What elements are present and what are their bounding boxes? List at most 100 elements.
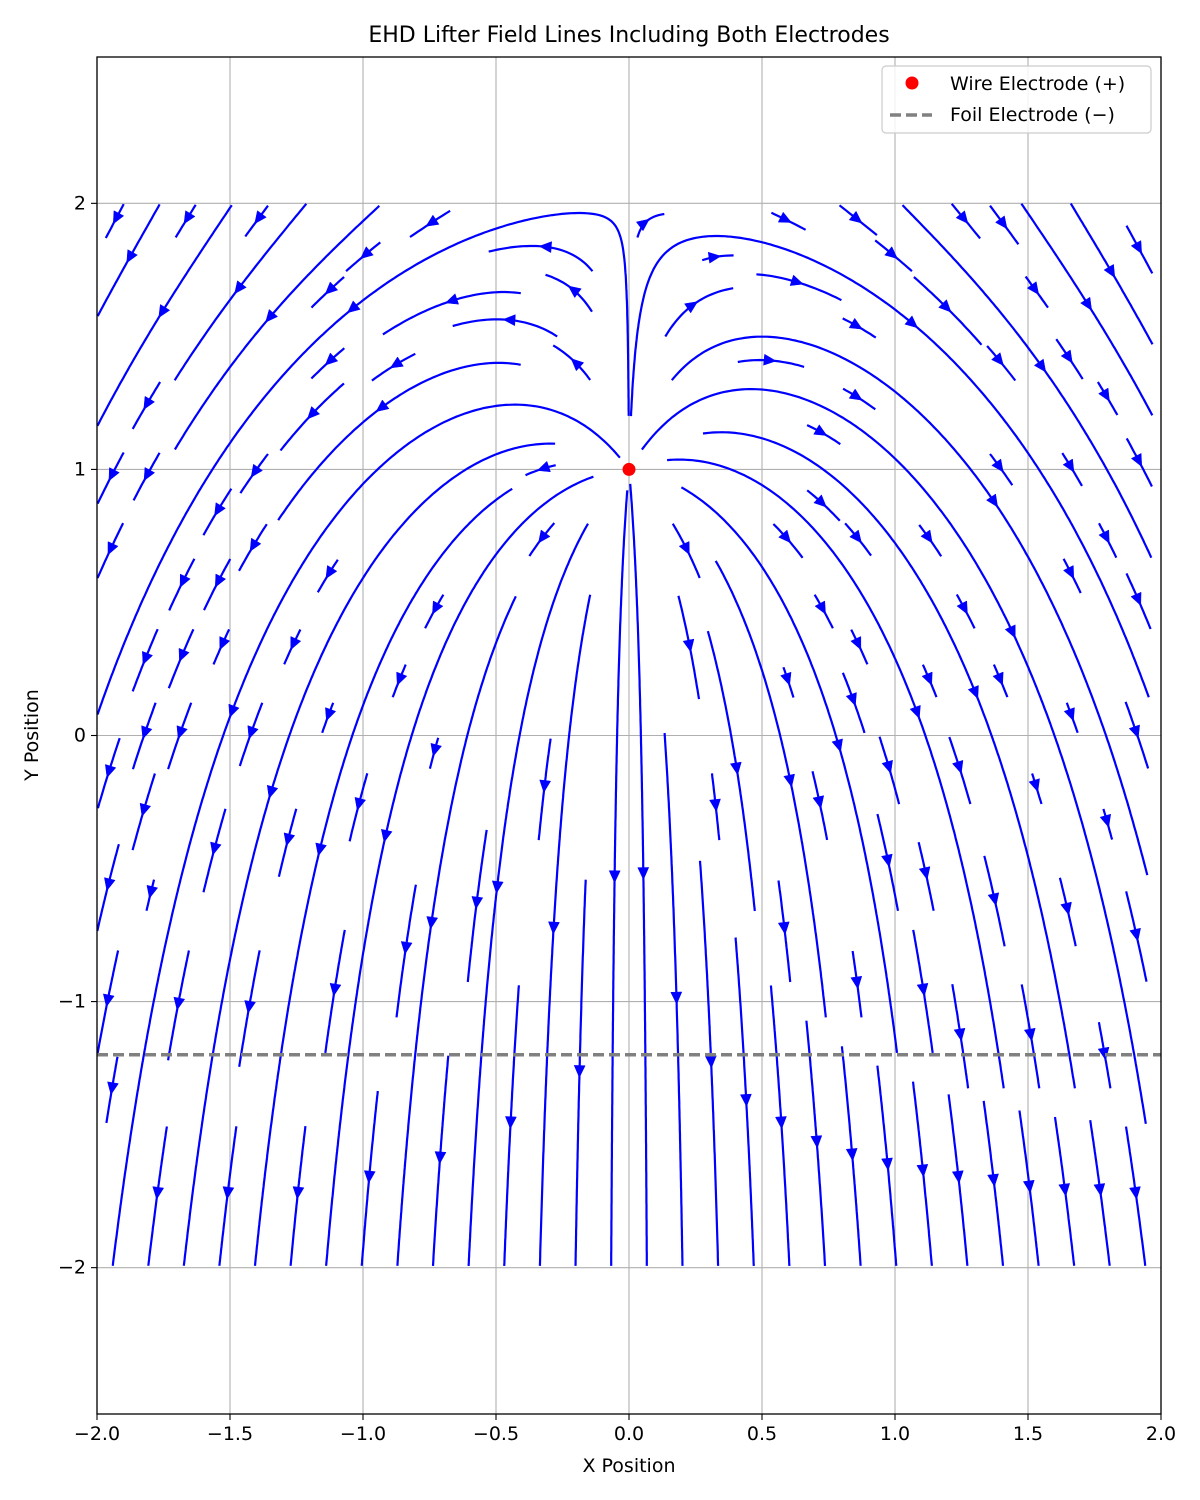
streamline-arrow (848, 317, 863, 330)
x-tick-label: −1.0 (340, 1423, 386, 1445)
y-axis-label: Y Position (21, 689, 43, 782)
streamline-arrow (953, 1027, 966, 1042)
streamline-arrow (152, 1186, 165, 1200)
streamline-arrow (290, 636, 302, 651)
legend-box (881, 65, 1152, 134)
streamline-arrow (812, 795, 825, 810)
streamline-arrow (430, 742, 442, 757)
streamline-arrow (228, 703, 240, 718)
streamline-arrow (1062, 458, 1075, 473)
streamline-arrow (266, 784, 279, 799)
x-tick-label: 0.0 (614, 1423, 644, 1445)
streamline-arrow (389, 356, 404, 369)
streamline-arrow (1130, 453, 1143, 468)
streamline-arrow (432, 600, 444, 615)
streamline-arrow (608, 870, 621, 884)
streamline-arrow (956, 600, 968, 615)
streamline-arrow (375, 399, 390, 412)
streamline-arrow (850, 975, 863, 990)
streamline-arrow (283, 832, 296, 847)
streamline-arrow (670, 991, 683, 1005)
streamline-arrow (763, 353, 777, 366)
streamline-arrow (951, 1170, 964, 1184)
streamline-arrow (775, 1116, 787, 1130)
streamline-arrow (139, 802, 152, 817)
streamline-arrow (916, 982, 929, 997)
streamline-arrow (1130, 591, 1142, 607)
streamline-arrow (1093, 1183, 1106, 1197)
streamline-arrow (538, 529, 551, 544)
streamline-arrow (1058, 1183, 1071, 1197)
streamline-arrow (921, 671, 933, 686)
y-tick-label: 2 (74, 192, 86, 214)
y-tick-label: −1 (58, 991, 86, 1013)
streamline-arrow (845, 1148, 858, 1162)
streamline-arrow (548, 921, 560, 935)
streamline-arrow (158, 304, 171, 319)
streamline-arrow (425, 214, 440, 227)
streamline-arrow (909, 704, 921, 720)
streamline-arrow (426, 916, 439, 930)
x-tick-label: 0.5 (747, 1423, 777, 1445)
streamline-arrow (126, 249, 138, 264)
streamline-arrow (682, 638, 695, 653)
streamline-arrow (173, 996, 186, 1011)
streamline-arrow (107, 541, 119, 556)
streamline-arrow (538, 241, 552, 254)
streamline-arrow (637, 867, 650, 881)
legend-foil-label: Foil Electrode (−) (950, 104, 1115, 126)
streamline-arrow (380, 828, 393, 843)
streamline-arrow (471, 896, 484, 910)
streamline-arrow (810, 1135, 823, 1149)
streamline-arrow (1098, 387, 1110, 402)
streamline-arrow (678, 541, 690, 556)
streamline-arrow (1060, 901, 1072, 916)
streamline-arrow (307, 406, 321, 420)
legend-wire-label: Wire Electrode (+) (950, 73, 1125, 95)
streamline-arrow (143, 395, 155, 411)
y-tick-label: 0 (74, 725, 86, 747)
streamline-arrow (848, 388, 863, 401)
streamline-arrow (104, 877, 116, 892)
streamline-arrow (849, 529, 862, 544)
streamline-arrow (1130, 240, 1143, 255)
streamline-arrow (783, 773, 795, 788)
streamlines (97, 202, 1154, 1266)
wire-electrode-point (622, 462, 636, 476)
streamline-arrow (244, 1000, 256, 1014)
streamline-arrow (813, 494, 827, 508)
streamline-arrow (222, 1186, 235, 1200)
streamline-arrow (247, 725, 259, 740)
streamline-arrow (1099, 813, 1112, 828)
electrodes (97, 462, 1161, 1057)
streamline-arrow (1028, 778, 1040, 793)
streamline-arrow (103, 993, 115, 1008)
streamline-arrow (777, 921, 790, 935)
streamline-arrow (363, 1170, 376, 1184)
streamline-arrow (1128, 724, 1140, 739)
streamline-arrow (780, 671, 792, 686)
streamline-arrow (249, 537, 262, 552)
streamline-arrow (176, 725, 188, 740)
streamline-arrow (845, 692, 857, 707)
streamline-arrow (324, 281, 339, 295)
streamline-arrow (881, 759, 893, 774)
streamline-arrow (505, 1116, 517, 1130)
streamline-arrow (567, 285, 582, 299)
chart-title: EHD Lifter Field Lines Including Both El… (368, 23, 889, 48)
streamline-arrow (107, 1081, 119, 1096)
streamline-arrow (491, 880, 504, 894)
streamline-arrow (346, 300, 361, 314)
streamline-arrow (740, 1093, 752, 1107)
streamline-arrow (105, 764, 117, 779)
streamline-arrow (916, 1164, 929, 1178)
x-tick-label: 1.0 (880, 1423, 910, 1445)
streamline-arrow (141, 725, 153, 740)
streamline-arrow (709, 798, 721, 813)
streamline-arrow (210, 841, 222, 856)
streamline-arrow (1080, 296, 1092, 311)
legend-wire-marker (905, 76, 919, 90)
streamline-arrow (325, 565, 338, 580)
streamline-arrow (938, 299, 952, 313)
